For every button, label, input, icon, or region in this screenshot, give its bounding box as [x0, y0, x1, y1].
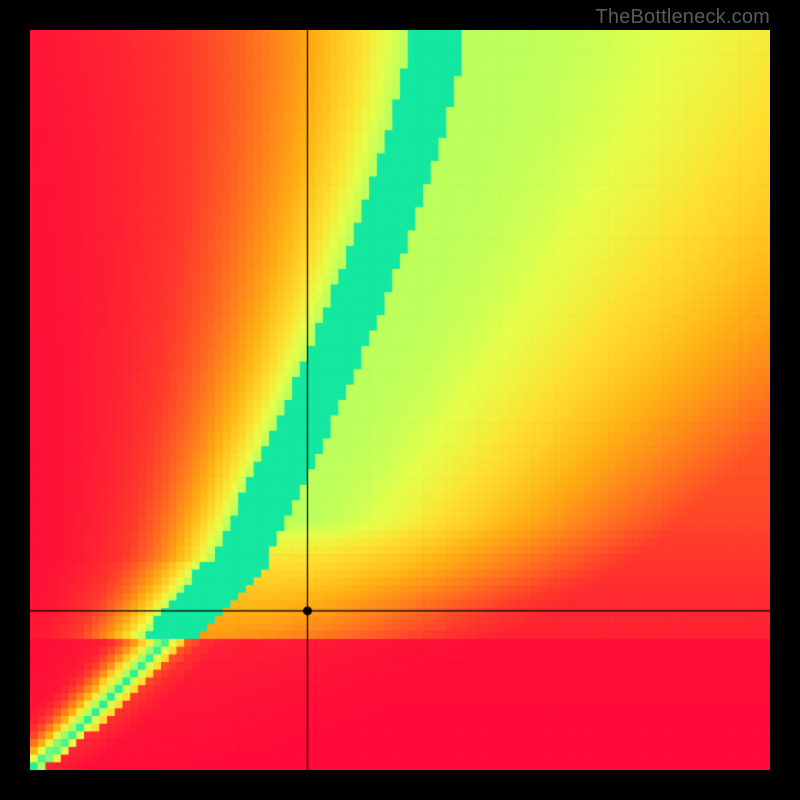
bottleneck-heatmap — [30, 30, 770, 770]
watermark-label: TheBottleneck.com — [595, 6, 770, 29]
chart-container: TheBottleneck.com — [0, 0, 800, 800]
